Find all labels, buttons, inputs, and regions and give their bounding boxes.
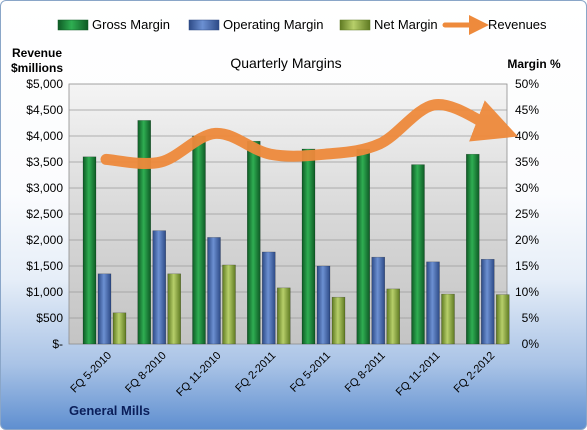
right-tick-label: 30% xyxy=(515,181,539,195)
right-tick-label: 35% xyxy=(515,155,539,169)
bar-net-margin xyxy=(386,288,400,345)
left-tick-label: $- xyxy=(52,337,63,351)
bar-operating-margin xyxy=(371,256,385,345)
bar-operating-margin xyxy=(426,261,440,345)
left-tick-label: $3,000 xyxy=(26,181,63,195)
category-label: FQ 2-2011 xyxy=(233,350,278,395)
right-tick-label: 10% xyxy=(515,285,539,299)
right-tick-label: 0% xyxy=(522,337,540,351)
right-tick-label: 25% xyxy=(515,207,539,221)
category-label: FQ 8-2010 xyxy=(123,350,169,396)
legend-label-revenues: Revenues xyxy=(488,17,547,32)
bar-operating-margin xyxy=(207,237,221,345)
category-label: FQ 2-2012 xyxy=(452,350,498,396)
bar-net-margin xyxy=(496,294,510,345)
bar-net-margin xyxy=(112,312,127,345)
bar-operating-margin xyxy=(481,258,495,345)
bar-gross-margin xyxy=(82,156,97,345)
bar-operating-margin xyxy=(97,273,112,345)
bar-net-margin xyxy=(441,293,455,345)
bar-operating-margin xyxy=(262,251,276,345)
legend-swatch-gross xyxy=(57,19,89,31)
category-labels: FQ 5-2010 FQ 8-2010 FQ 11-2010 FQ 2-2011 FQ … xyxy=(68,350,497,399)
bar-gross-margin xyxy=(411,164,425,345)
category-label: FQ 11-2010 xyxy=(174,350,223,399)
left-tick-label: $3,500 xyxy=(26,155,63,169)
bar-gross-margin xyxy=(192,135,206,345)
revenues-line xyxy=(100,99,519,169)
right-tick-label: 50% xyxy=(515,77,539,91)
left-axis-title-line2: $millions xyxy=(11,61,63,75)
right-axis-ticks: 0% 5% 10% 15% 20% 25% 30% 35% 40% 45% 50% xyxy=(515,77,539,351)
category-label: FQ 11-2011 xyxy=(394,350,443,399)
legend-label-net: Net Margin xyxy=(374,17,438,32)
left-tick-label: $500 xyxy=(36,311,63,325)
bar-operating-margin xyxy=(152,230,166,345)
right-tick-label: 45% xyxy=(515,103,539,117)
left-tick-label: $4,500 xyxy=(26,103,63,117)
left-tick-label: $5,000 xyxy=(26,77,63,91)
company-label: General Mills xyxy=(69,403,150,418)
left-axis-ticks: $- $500 $1,000 $1,500 $2,000 $2,500 $3,000 $3,5… xyxy=(26,77,63,351)
legend: Gross Margin Operating Margin Net Margin… xyxy=(57,15,547,35)
legend-item-gross-margin: Gross Margin xyxy=(57,17,170,32)
left-tick-label: $4,000 xyxy=(26,129,63,143)
legend-item-revenues: Revenues xyxy=(442,15,547,35)
legend-item-net-margin: Net Margin xyxy=(339,17,438,32)
legend-label-gross: Gross Margin xyxy=(92,17,170,32)
right-axis-title: Margin % xyxy=(507,57,561,71)
bar-net-margin xyxy=(277,287,291,345)
bar-gross-margin xyxy=(466,153,480,345)
category-label: FQ 5-2011 xyxy=(288,350,333,395)
right-tick-label: 20% xyxy=(515,233,539,247)
right-tick-label: 40% xyxy=(515,129,539,143)
left-axis-title-line1: Revenue xyxy=(12,46,62,60)
chart-title: Quarterly Margins xyxy=(230,55,341,71)
bar-gross-margin xyxy=(137,120,151,345)
bar-net-margin xyxy=(222,264,236,345)
right-tick-label: 5% xyxy=(522,311,540,325)
bar-gross-margin xyxy=(301,148,316,345)
left-tick-label: $1,500 xyxy=(26,259,63,273)
legend-label-operating: Operating Margin xyxy=(223,17,323,32)
legend-swatch-operating xyxy=(188,19,220,31)
legend-swatch-net xyxy=(339,19,371,31)
left-tick-label: $2,000 xyxy=(26,233,63,247)
category-label: FQ 8-2011 xyxy=(343,350,388,395)
left-tick-label: $2,500 xyxy=(26,207,63,221)
left-tick-label: $1,000 xyxy=(26,285,63,299)
bar-net-margin xyxy=(331,296,346,345)
revenues-line-group xyxy=(100,99,519,169)
bar-gross-margin xyxy=(247,140,261,345)
right-tick-label: 15% xyxy=(515,259,539,273)
category-label: FQ 5-2010 xyxy=(68,350,114,396)
bar-operating-margin xyxy=(316,265,331,345)
bar-net-margin xyxy=(167,273,181,345)
bars xyxy=(82,120,510,345)
bar-gross-margin xyxy=(356,148,370,345)
legend-item-operating-margin: Operating Margin xyxy=(188,17,323,32)
